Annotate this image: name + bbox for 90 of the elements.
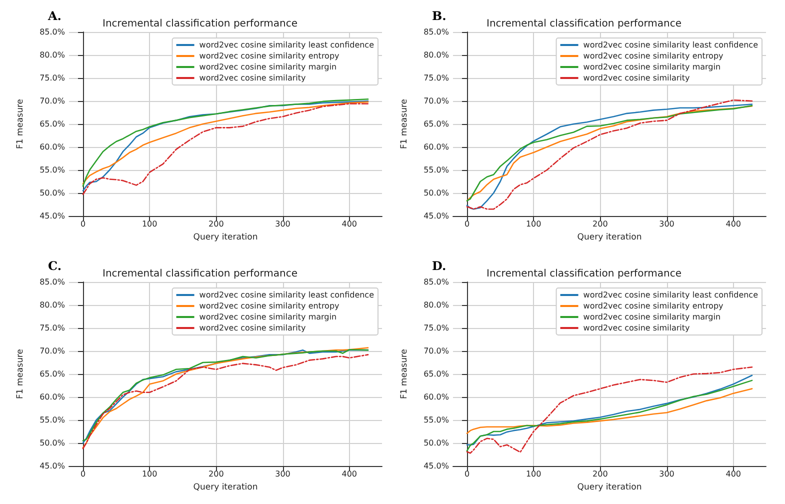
legend-label: word2vec cosine similarity least confidence [199,40,374,50]
x-tick-label: 100 [142,220,158,228]
y-tick-label: 70.0% [424,346,450,356]
x-tick-label: 300 [659,470,674,478]
x-tick-label: 400 [726,470,742,478]
y-tick-label: 80.0% [424,300,450,310]
text: A. [47,9,62,23]
y-tick-label: 55.0% [424,416,450,424]
legend-label: word2vec cosine similarity margin [199,62,337,72]
chart-title: Incremental classification performance [486,268,682,280]
x-tick-label: 200 [208,220,224,228]
text: D. [432,259,446,273]
y-tick-label: 60.0% [424,392,450,402]
x-tick-label: 200 [208,470,224,478]
legend-label: word2vec cosine similarity entropy [199,302,340,310]
x-tick-label: 400 [726,220,742,228]
y-tick-label: 65.0% [424,370,450,378]
y-tick-label: 75.0% [40,74,66,82]
legend-label: word2vec cosine similarity least confidence [583,40,758,50]
x-tick-label: 100 [526,220,542,228]
legend-label: word2vec cosine similarity [199,324,306,332]
x-axis-title: Query iteration [193,482,258,492]
x-tick-label: 300 [275,220,290,228]
legend-label: word2vec cosine similarity entropy [199,52,340,60]
x-axis-title: Query iteration [577,232,642,242]
y-tick-label: 60.0% [40,142,66,152]
x-tick-label: 400 [342,220,358,228]
legend-label: word2vec cosine similarity least confidence [583,290,758,300]
y-tick-label: 65.0% [40,370,66,378]
text: B. [432,9,446,23]
x-tick-label: 100 [142,470,158,478]
y-tick-label: 60.0% [424,142,450,152]
legend-label: word2vec cosine similarity margin [199,312,337,322]
x-tick-label: 0 [80,220,86,228]
y-axis-title: F1 measure [16,348,26,400]
y-tick-label: 45.0% [424,212,450,220]
text: C. [48,259,62,273]
y-tick-label: 85.0% [40,278,66,286]
x-tick-label: 300 [659,220,674,228]
x-axis-title: Query iteration [193,232,258,242]
line-series [466,366,753,454]
legend-label: word2vec cosine similarity entropy [583,52,724,60]
x-tick-label: 200 [592,220,608,228]
y-tick-label: 85.0% [424,28,450,36]
y-tick-label: 70.0% [40,96,66,106]
y-tick-label: 65.0% [424,120,450,128]
x-tick-label: 400 [342,470,358,478]
y-tick-label: 55.0% [40,416,66,424]
legend-label: word2vec cosine similarity least confidence [199,290,374,300]
legend-label: word2vec cosine similarity [583,74,690,82]
y-tick-label: 45.0% [40,462,66,470]
line-series [466,388,753,434]
x-tick-label: 200 [592,470,608,478]
y-tick-label: 75.0% [40,324,66,332]
legend-label: word2vec cosine similarity [199,74,306,82]
y-tick-label: 60.0% [40,392,66,402]
x-tick-label: 100 [526,470,542,478]
y-tick-label: 75.0% [424,324,450,332]
y-axis-title: F1 measure [400,348,410,400]
x-tick-label: 300 [275,470,290,478]
y-tick-label: 80.0% [40,50,66,60]
x-tick-label: 0 [464,220,470,228]
y-axis-title: F1 measure [400,98,410,150]
y-tick-label: 65.0% [40,120,66,128]
x-axis-title: Query iteration [577,482,642,492]
x-tick-label: 0 [464,470,470,478]
chart-title: Incremental classification performance [102,18,298,30]
y-tick-label: 55.0% [40,166,66,174]
y-tick-label: 50.0% [424,188,450,198]
chart-title: Incremental classification performance [486,18,682,30]
y-tick-label: 50.0% [40,438,66,448]
y-tick-label: 55.0% [424,166,450,174]
y-tick-label: 85.0% [40,28,66,36]
y-tick-label: 50.0% [40,188,66,198]
legend-label: word2vec cosine similarity [583,324,690,332]
legend-label: word2vec cosine similarity margin [583,62,721,72]
y-tick-label: 85.0% [424,278,450,286]
y-tick-label: 45.0% [424,462,450,470]
y-tick-label: 75.0% [424,74,450,82]
y-tick-label: 80.0% [424,50,450,60]
y-tick-label: 70.0% [40,346,66,356]
chart-title: Incremental classification performance [102,268,298,280]
y-tick-label: 80.0% [40,300,66,310]
legend-label: word2vec cosine similarity entropy [583,302,724,310]
x-tick-label: 0 [80,470,86,478]
y-tick-label: 45.0% [40,212,66,220]
y-tick-label: 50.0% [424,438,450,448]
legend-label: word2vec cosine similarity margin [583,312,721,322]
y-axis-title: F1 measure [16,98,26,150]
y-tick-label: 70.0% [424,96,450,106]
